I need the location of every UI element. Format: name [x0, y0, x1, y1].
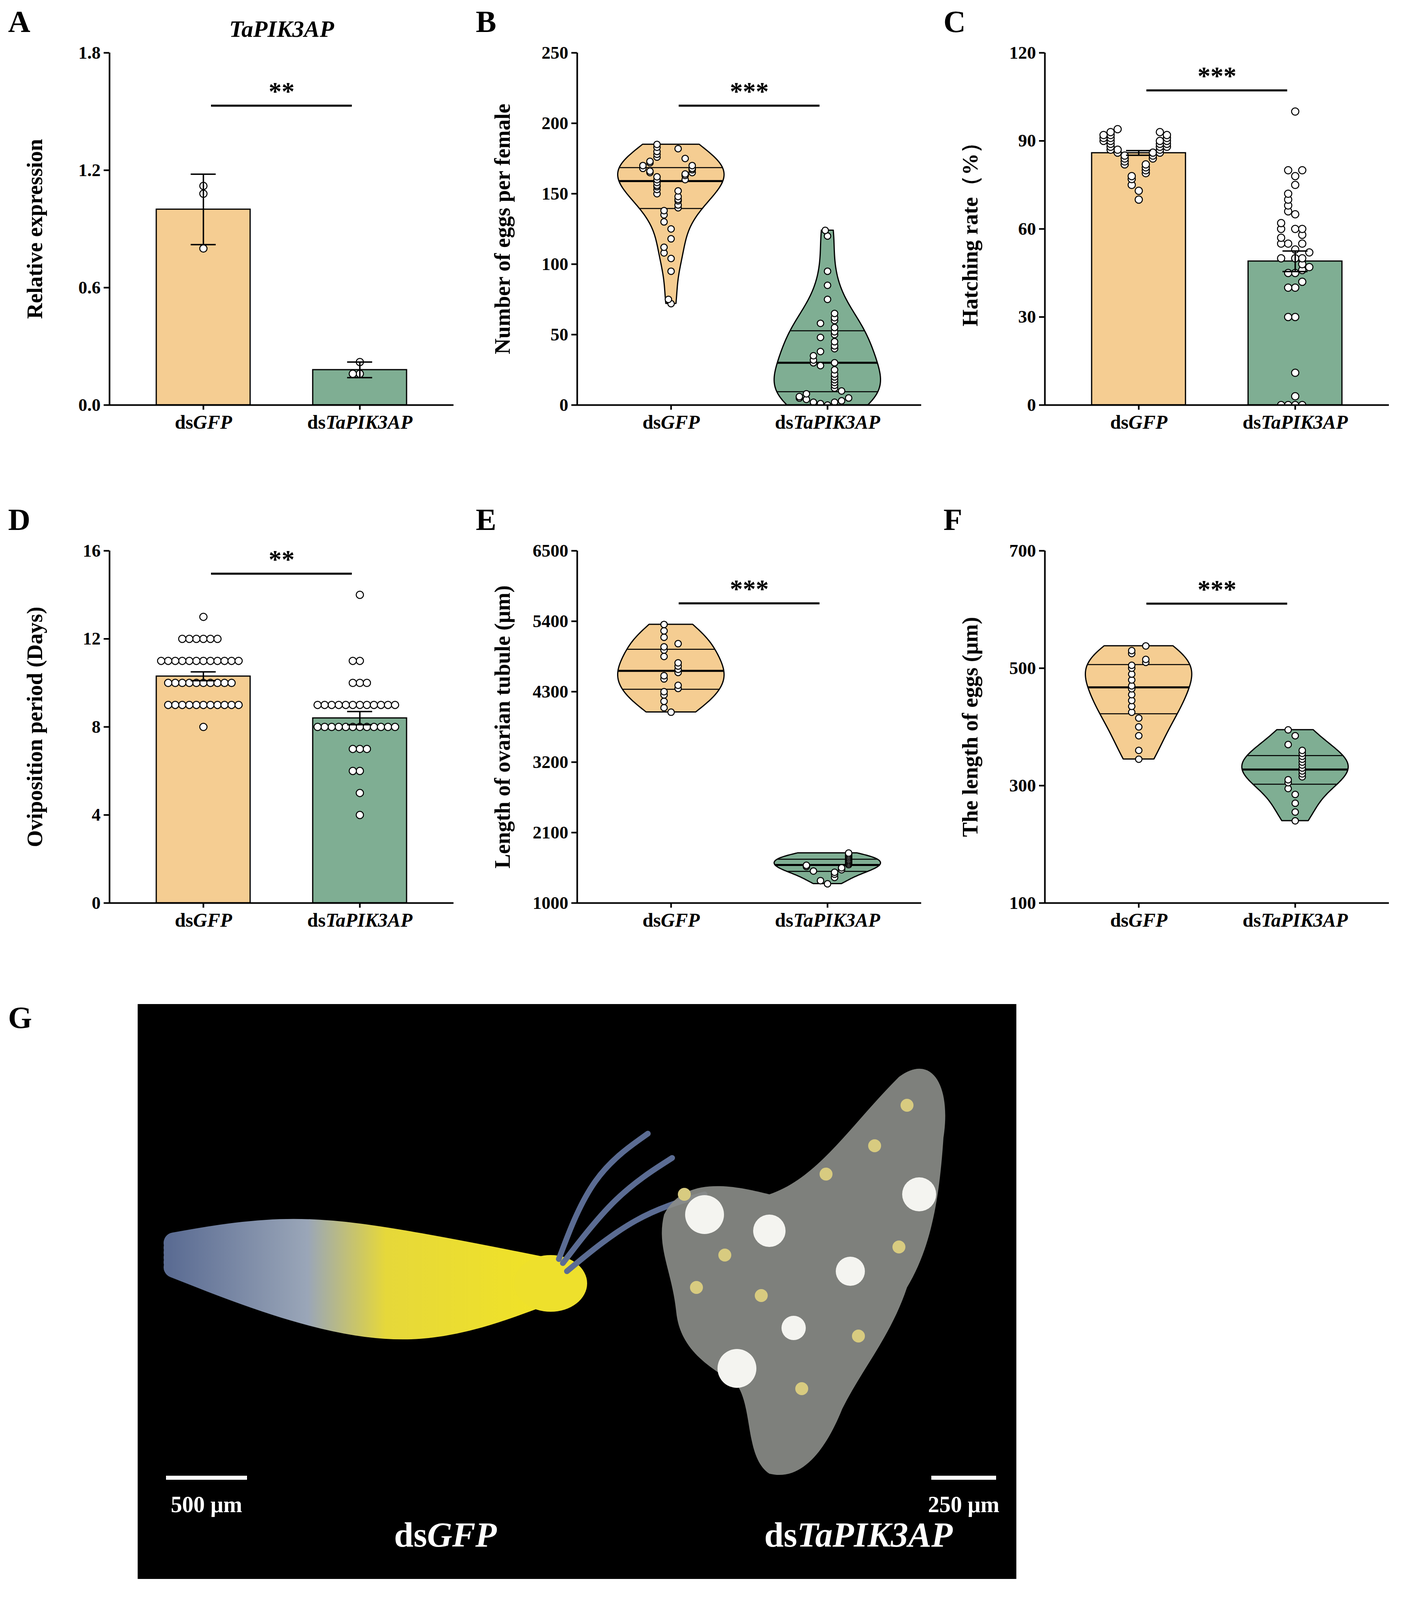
svg-text:dsTaPIK3AP: dsTaPIK3AP: [1242, 909, 1348, 931]
svg-text:6500: 6500: [532, 540, 569, 561]
html-text:C: C: [943, 4, 966, 39]
svg-text:TaPIK3AP: TaPIK3AP: [229, 15, 335, 43]
svg-text:0: 0: [1027, 395, 1037, 416]
svg-text:dsTaPIK3AP: dsTaPIK3AP: [764, 1515, 954, 1555]
svg-text:120: 120: [1009, 42, 1037, 63]
svg-text:dsGFP: dsGFP: [642, 909, 701, 931]
svg-text:**: **: [268, 76, 295, 106]
svg-text:500 μm: 500 μm: [170, 1492, 243, 1518]
svg-text:The length of eggs (μm): The length of eggs (μm): [958, 617, 983, 838]
svg-text:4300: 4300: [532, 681, 569, 702]
svg-text:250: 250: [541, 42, 569, 63]
svg-text:30: 30: [1018, 306, 1037, 327]
svg-text:5400: 5400: [532, 611, 569, 632]
svg-text:1.8: 1.8: [78, 42, 101, 63]
svg-text:dsGFP: dsGFP: [393, 1515, 498, 1555]
svg-text:dsGFP: dsGFP: [1110, 411, 1168, 433]
html-text:D: D: [8, 502, 31, 537]
svg-text:***: ***: [730, 574, 769, 604]
svg-text:dsGFP: dsGFP: [642, 411, 701, 433]
svg-text:dsTaPIK3AP: dsTaPIK3AP: [1242, 411, 1348, 433]
svg-text:dsGFP: dsGFP: [174, 909, 233, 931]
html-text:E: E: [475, 502, 497, 537]
svg-text:100: 100: [1009, 893, 1037, 914]
svg-text:dsGFP: dsGFP: [1110, 909, 1168, 931]
svg-text:500: 500: [1009, 658, 1037, 679]
svg-text:90: 90: [1018, 130, 1037, 151]
svg-text:3200: 3200: [532, 752, 569, 773]
svg-text:***: ***: [1197, 61, 1237, 91]
html-text:A: A: [8, 4, 31, 39]
svg-text:**: **: [268, 545, 295, 574]
svg-text:2100: 2100: [532, 822, 569, 843]
svg-text:1000: 1000: [532, 893, 569, 914]
svg-text:700: 700: [1009, 540, 1037, 561]
svg-text:Hatching rate（%）: Hatching rate（%）: [958, 131, 983, 327]
svg-text:0.6: 0.6: [78, 277, 101, 298]
html-text:F: F: [943, 502, 963, 537]
svg-text:dsTaPIK3AP: dsTaPIK3AP: [775, 411, 881, 433]
svg-text:12: 12: [83, 628, 101, 649]
svg-text:***: ***: [1197, 574, 1237, 604]
svg-text:8: 8: [91, 717, 101, 737]
html-text:B: B: [475, 4, 497, 39]
svg-text:***: ***: [730, 76, 769, 106]
svg-text:16: 16: [83, 540, 101, 561]
svg-text:100: 100: [541, 254, 569, 275]
svg-text:Length of ovarian tubule (μm): Length of ovarian tubule (μm): [490, 585, 515, 869]
svg-text:0.0: 0.0: [78, 395, 101, 416]
svg-text:0: 0: [559, 395, 569, 416]
svg-text:dsTaPIK3AP: dsTaPIK3AP: [307, 909, 413, 931]
svg-text:0: 0: [91, 893, 101, 914]
html-text:G: G: [8, 1000, 33, 1035]
svg-text:Oviposition period (Days): Oviposition period (Days): [22, 606, 47, 848]
svg-text:dsTaPIK3AP: dsTaPIK3AP: [775, 909, 881, 931]
svg-text:60: 60: [1018, 219, 1037, 239]
svg-text:300: 300: [1009, 775, 1037, 796]
svg-text:Relative expression: Relative expression: [22, 138, 47, 319]
svg-text:4: 4: [91, 804, 101, 825]
svg-text:200: 200: [541, 113, 569, 134]
svg-text:dsGFP: dsGFP: [174, 411, 233, 433]
svg-text:150: 150: [541, 183, 569, 204]
svg-text:dsTaPIK3AP: dsTaPIK3AP: [307, 411, 413, 433]
svg-text:250 μm: 250 μm: [928, 1492, 1000, 1518]
svg-text:Number of eggs per female: Number of eggs per female: [490, 103, 515, 355]
svg-text:50: 50: [550, 324, 569, 345]
svg-text:1.2: 1.2: [78, 160, 101, 181]
